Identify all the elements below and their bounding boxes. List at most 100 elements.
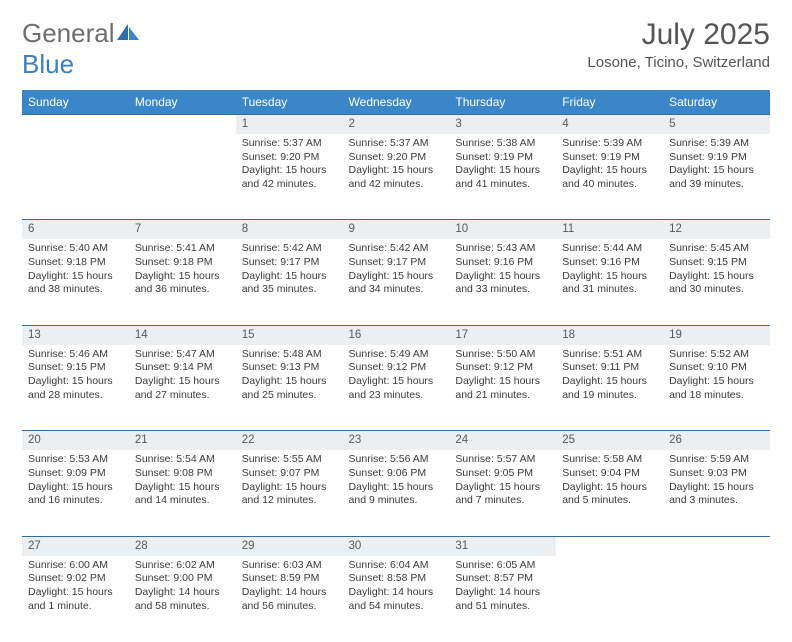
sunrise-line: Sunrise: 5:53 AM (28, 453, 123, 467)
day-number-row: 12345 (22, 115, 770, 134)
sunset-line: Sunset: 9:19 PM (455, 151, 550, 165)
sunset-line: Sunset: 9:12 PM (349, 361, 444, 375)
sunset-line: Sunset: 9:05 PM (455, 467, 550, 481)
day-cell: Sunrise: 5:49 AMSunset: 9:12 PMDaylight:… (343, 345, 450, 431)
daylight-line: Daylight: 15 hours and 40 minutes. (562, 164, 657, 191)
empty-cell (663, 556, 770, 642)
day-content-row: Sunrise: 5:37 AMSunset: 9:20 PM Daylight:… (22, 134, 770, 220)
sunset-line: Sunset: 9:17 PM (349, 256, 444, 270)
day-number: 19 (663, 325, 770, 344)
day-number: 29 (236, 536, 343, 555)
empty-cell (556, 556, 663, 642)
day-cell: Sunrise: 5:55 AMSunset: 9:07 PMDaylight:… (236, 450, 343, 536)
sunset-line: Sunset: 9:03 PM (669, 467, 764, 481)
day-cell: Sunrise: 5:37 AMSunset: 9:20 PMDaylight:… (343, 134, 450, 220)
weekday-header: Friday (556, 90, 663, 115)
daylight-line: Daylight: 15 hours and 9 minutes. (349, 481, 444, 508)
daylight-line: Daylight: 14 hours and 51 minutes. (455, 586, 550, 613)
day-number: 31 (449, 536, 556, 555)
day-number: 7 (129, 220, 236, 239)
day-number-row: 2728293031 (22, 536, 770, 555)
day-cell: Sunrise: 5:44 AMSunset: 9:16 PMDaylight:… (556, 239, 663, 325)
logo-word1: General (22, 18, 115, 48)
day-number: 28 (129, 536, 236, 555)
day-number: 1 (236, 115, 343, 134)
day-cell: Sunrise: 6:03 AMSunset: 8:59 PMDaylight:… (236, 556, 343, 642)
sunset-line: Sunset: 9:19 PM (669, 151, 764, 165)
sunset-line: Sunset: 9:10 PM (669, 361, 764, 375)
header: GeneralBlue July 2025 Losone, Ticino, Sw… (22, 18, 770, 80)
sunset-line: Sunset: 9:16 PM (562, 256, 657, 270)
day-cell: Sunrise: 5:37 AMSunset: 9:20 PMDaylight:… (236, 134, 343, 220)
daylight-line: Daylight: 15 hours and 16 minutes. (28, 481, 123, 508)
day-number: 8 (236, 220, 343, 239)
day-number-row: 13141516171819 (22, 325, 770, 344)
daylight-line: Daylight: 15 hours and 3 minutes. (669, 481, 764, 508)
day-content-row: Sunrise: 6:00 AMSunset: 9:02 PMDaylight:… (22, 556, 770, 642)
daylight-line: Daylight: 14 hours and 56 minutes. (242, 586, 337, 613)
sunset-line: Sunset: 8:57 PM (455, 572, 550, 586)
sunrise-line: Sunrise: 5:56 AM (349, 453, 444, 467)
day-cell: Sunrise: 5:48 AMSunset: 9:13 PMDaylight:… (236, 345, 343, 431)
sunrise-line: Sunrise: 5:50 AM (455, 348, 550, 362)
calendar-table: SundayMondayTuesdayWednesdayThursdayFrid… (22, 90, 770, 642)
day-content-row: Sunrise: 5:53 AMSunset: 9:09 PMDaylight:… (22, 450, 770, 536)
day-cell: Sunrise: 5:42 AMSunset: 9:17 PMDaylight:… (236, 239, 343, 325)
day-cell: Sunrise: 5:52 AMSunset: 9:10 PMDaylight:… (663, 345, 770, 431)
daylight-line: Daylight: 15 hours and 31 minutes. (562, 270, 657, 297)
day-number: 25 (556, 431, 663, 450)
day-number: 17 (449, 325, 556, 344)
day-cell: Sunrise: 5:42 AMSunset: 9:17 PMDaylight:… (343, 239, 450, 325)
day-number: 5 (663, 115, 770, 134)
sunrise-line: Sunrise: 5:58 AM (562, 453, 657, 467)
day-cell: Sunrise: 5:38 AMSunset: 9:19 PMDaylight:… (449, 134, 556, 220)
sunset-line: Sunset: 9:20 PM (242, 151, 337, 165)
sunrise-line: Sunrise: 6:05 AM (455, 559, 550, 573)
day-number: 12 (663, 220, 770, 239)
daylight-line: Daylight: 15 hours and 41 minutes. (455, 164, 550, 191)
day-number: 6 (22, 220, 129, 239)
daylight-line: Daylight: 15 hours and 5 minutes. (562, 481, 657, 508)
day-cell: Sunrise: 5:56 AMSunset: 9:06 PMDaylight:… (343, 450, 450, 536)
daylight-line: Daylight: 14 hours and 54 minutes. (349, 586, 444, 613)
day-cell: Sunrise: 6:02 AMSunset: 9:00 PMDaylight:… (129, 556, 236, 642)
sunrise-line: Sunrise: 5:52 AM (669, 348, 764, 362)
sunset-line: Sunset: 8:58 PM (349, 572, 444, 586)
day-cell: Sunrise: 6:05 AMSunset: 8:57 PMDaylight:… (449, 556, 556, 642)
sunrise-line: Sunrise: 5:37 AM (242, 137, 337, 151)
sunset-line: Sunset: 9:00 PM (135, 572, 230, 586)
sunrise-line: Sunrise: 6:04 AM (349, 559, 444, 573)
day-content-row: Sunrise: 5:46 AMSunset: 9:15 PMDaylight:… (22, 345, 770, 431)
sunrise-line: Sunrise: 5:46 AM (28, 348, 123, 362)
weekday-header: Sunday (22, 90, 129, 115)
sunset-line: Sunset: 9:15 PM (669, 256, 764, 270)
title-block: July 2025 Losone, Ticino, Switzerland (587, 18, 770, 71)
sunrise-line: Sunrise: 5:55 AM (242, 453, 337, 467)
day-number: 13 (22, 325, 129, 344)
day-number: 23 (343, 431, 450, 450)
daylight-line: Daylight: 15 hours and 7 minutes. (455, 481, 550, 508)
empty-cell (663, 536, 770, 555)
day-number: 14 (129, 325, 236, 344)
day-cell: Sunrise: 5:54 AMSunset: 9:08 PMDaylight:… (129, 450, 236, 536)
daylight-line: Daylight: 15 hours and 14 minutes. (135, 481, 230, 508)
sunset-line: Sunset: 9:02 PM (28, 572, 123, 586)
daylight-line: Daylight: 15 hours and 30 minutes. (669, 270, 764, 297)
sunset-line: Sunset: 9:08 PM (135, 467, 230, 481)
daylight-line: Daylight: 15 hours and 42 minutes. (349, 164, 444, 191)
daylight-line: Daylight: 15 hours and 36 minutes. (135, 270, 230, 297)
day-cell: Sunrise: 5:43 AMSunset: 9:16 PMDaylight:… (449, 239, 556, 325)
daylight-line: Daylight: 15 hours and 38 minutes. (28, 270, 123, 297)
weekday-header-row: SundayMondayTuesdayWednesdayThursdayFrid… (22, 90, 770, 115)
sunrise-line: Sunrise: 5:59 AM (669, 453, 764, 467)
day-cell: Sunrise: 5:58 AMSunset: 9:04 PMDaylight:… (556, 450, 663, 536)
day-number: 10 (449, 220, 556, 239)
day-number: 30 (343, 536, 450, 555)
weekday-header: Thursday (449, 90, 556, 115)
day-cell: Sunrise: 5:39 AMSunset: 9:19 PMDaylight:… (663, 134, 770, 220)
empty-cell (556, 536, 663, 555)
logo: GeneralBlue (22, 18, 141, 80)
day-number-row: 20212223242526 (22, 431, 770, 450)
sunrise-line: Sunrise: 5:41 AM (135, 242, 230, 256)
weekday-header: Saturday (663, 90, 770, 115)
